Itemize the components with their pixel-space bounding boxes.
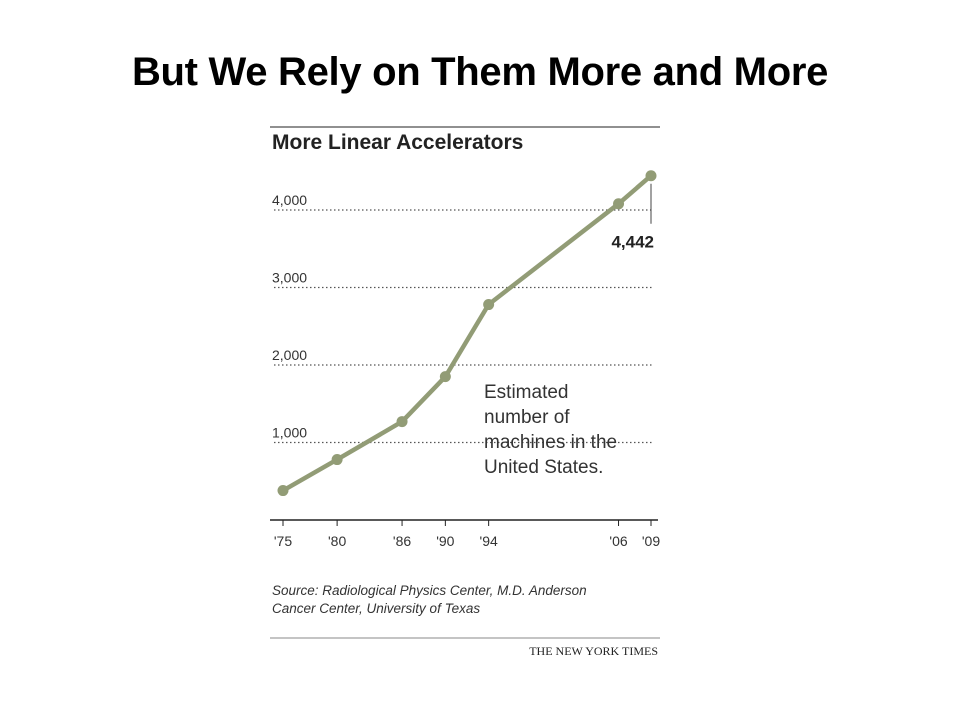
chart-title: More Linear Accelerators bbox=[272, 131, 523, 154]
source-line-2: Cancer Center, University of Texas bbox=[272, 601, 480, 616]
x-tick-label: '90 bbox=[436, 533, 454, 549]
linac-chart: More Linear Accelerators 1,000 2,000 3,000… bbox=[270, 126, 660, 658]
x-axis bbox=[270, 519, 658, 526]
source-line-1: Source: Radiological Physics Center, M.D… bbox=[272, 583, 587, 598]
data-point bbox=[396, 416, 408, 428]
annotation-line-4: United States. bbox=[484, 457, 603, 478]
x-tick-label: '86 bbox=[393, 533, 411, 549]
data-point bbox=[483, 299, 495, 311]
y-tick-label: 3,000 bbox=[272, 270, 307, 286]
slide-title: But We Rely on Them More and More bbox=[131, 50, 829, 94]
y-tick-label: 2,000 bbox=[272, 347, 307, 363]
series-line bbox=[277, 170, 657, 497]
data-point bbox=[645, 170, 657, 182]
x-tick-label: '94 bbox=[480, 533, 498, 549]
data-point bbox=[613, 198, 625, 210]
x-tick-label: '75 bbox=[274, 533, 292, 549]
data-point bbox=[331, 454, 343, 466]
x-tick-label: '80 bbox=[328, 533, 346, 549]
x-tick-label: '06 bbox=[609, 533, 627, 549]
annotation-line-1: Estimated bbox=[484, 382, 568, 403]
labels: 1,000 2,000 3,000 4,000 '75 '80 '86 '90 '94 '06 '0… bbox=[272, 183, 660, 549]
data-point bbox=[439, 371, 451, 383]
data-point bbox=[277, 485, 289, 497]
callout-value-label: 4,442 bbox=[611, 233, 654, 252]
x-tick-label: '09 bbox=[642, 533, 660, 549]
annotation-line-2: number of bbox=[484, 407, 570, 428]
annotation-line-3: machines in the bbox=[484, 432, 617, 453]
gridlines bbox=[274, 209, 652, 444]
y-tick-label: 4,000 bbox=[272, 192, 307, 208]
credit-text: THE NEW YORK TIMES bbox=[529, 644, 658, 658]
y-tick-label: 1,000 bbox=[272, 425, 307, 441]
